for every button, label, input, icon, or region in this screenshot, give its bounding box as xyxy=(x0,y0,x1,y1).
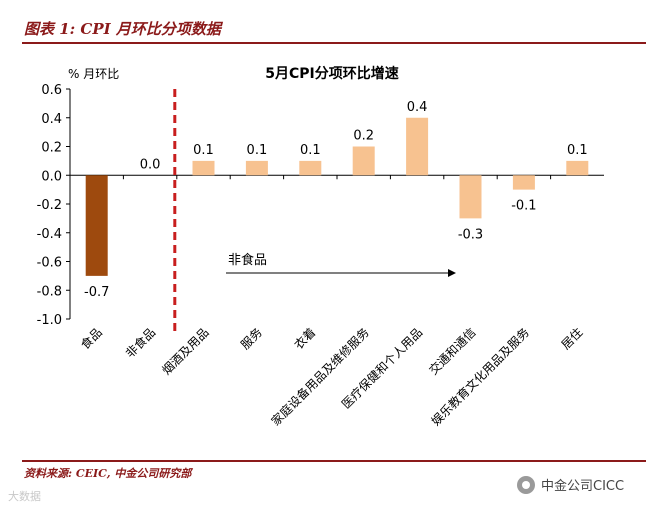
x-category-label: 服务 xyxy=(237,325,265,353)
watermark-right-text: 中金公司CICC xyxy=(541,479,625,494)
value-label: 0.1 xyxy=(247,143,268,158)
y-tick-label: 0.6 xyxy=(41,83,62,98)
watermark-right: 中金公司CICC xyxy=(517,475,624,494)
wechat-logo-icon xyxy=(517,475,535,494)
x-category-label: 食品 xyxy=(77,325,105,353)
annotation-label: 非食品 xyxy=(228,252,267,268)
bottom-rule xyxy=(22,460,646,462)
bar-0 xyxy=(85,175,108,276)
bar-6 xyxy=(406,117,429,176)
top-rule xyxy=(22,42,646,44)
bar-8 xyxy=(512,175,535,190)
x-category-label: 交通和通信 xyxy=(426,325,479,378)
y-tick-label: -0.6 xyxy=(37,256,62,271)
bar-5 xyxy=(352,146,375,176)
value-label: 0.1 xyxy=(300,143,321,158)
y-tick-label: -0.2 xyxy=(37,198,62,213)
x-category-label: 居住 xyxy=(559,325,586,352)
chart-title: 5月CPI分项环比增速 xyxy=(265,65,399,82)
x-category-label: 衣着 xyxy=(291,325,319,353)
bar-7 xyxy=(459,175,482,219)
value-label: 0.2 xyxy=(353,129,374,144)
value-label: 0.0 xyxy=(140,157,161,172)
bar-3 xyxy=(245,160,268,176)
bar-4 xyxy=(299,160,322,176)
y-axis-label: % 月环比 xyxy=(68,67,119,81)
value-label: -0.1 xyxy=(511,199,536,214)
source-note: 资料来源: CEIC, 中金公司研究部 xyxy=(24,467,192,480)
x-category-label: 娱乐教育文化用品及服务 xyxy=(428,325,532,429)
y-tick-label: -1.0 xyxy=(37,313,62,328)
x-category-label: 非食品 xyxy=(122,325,158,361)
figure-title: 图表 1: CPI 月环比分项数据 xyxy=(24,20,221,38)
value-label: 0.1 xyxy=(567,143,588,158)
watermark-left: 大数据 xyxy=(8,490,41,503)
chart: 5月CPI分项环比增速 % 月环比 0.6 0.4 0.2 0.0 -0.2 -0.4 -0… xyxy=(37,65,604,429)
x-category-label: 烟酒及用品 xyxy=(159,325,211,377)
value-label: -0.7 xyxy=(84,285,109,300)
x-category-label: 家庭设备用品及维修服务 xyxy=(268,325,372,429)
bar-9 xyxy=(566,160,589,176)
annotation-arrow-head xyxy=(448,269,456,277)
value-label: 0.1 xyxy=(193,143,214,158)
value-label: -0.3 xyxy=(458,227,483,242)
bar-2 xyxy=(192,160,215,176)
y-tick-label: 0.4 xyxy=(41,112,62,127)
y-tick-label: 0.0 xyxy=(41,169,62,184)
y-tick-label: -0.8 xyxy=(37,284,62,299)
y-tick-label: -0.4 xyxy=(37,227,62,242)
y-tick-label: 0.2 xyxy=(41,141,62,156)
value-label: 0.4 xyxy=(407,100,428,115)
